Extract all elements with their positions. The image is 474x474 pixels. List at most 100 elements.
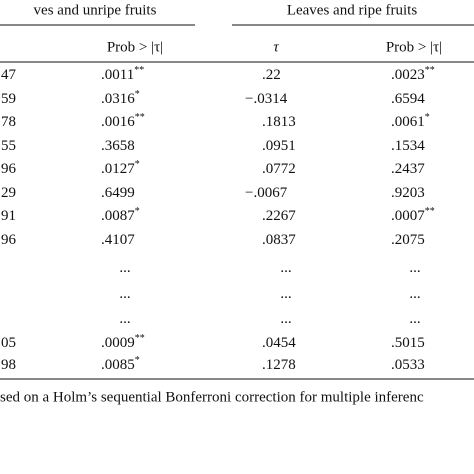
cell: .0011** xyxy=(101,65,144,83)
cell-value: 59 xyxy=(1,91,16,107)
column-header: Prob > |τ| xyxy=(386,39,442,55)
cell-value: .0316 xyxy=(101,91,135,107)
cell: .0009** xyxy=(101,333,145,351)
cell: .0837 xyxy=(262,232,296,248)
cell-value: .9203 xyxy=(391,185,425,201)
cell: −.0067 xyxy=(245,185,288,201)
footnote: sed on a Holm’s sequential Bonferroni co… xyxy=(0,389,424,405)
cell: .0023** xyxy=(391,65,435,83)
cell-value: .2075 xyxy=(391,232,425,248)
cell: 98 xyxy=(1,357,16,373)
cell-value: 47 xyxy=(1,67,17,83)
cell-value: .3658 xyxy=(101,138,135,154)
cell: .0454 xyxy=(262,335,296,351)
cell: .1534 xyxy=(391,138,425,154)
cell-value: .22 xyxy=(262,67,281,83)
cell-significance: * xyxy=(135,206,140,217)
cell: .2437 xyxy=(391,161,425,177)
cell: .0085* xyxy=(101,355,140,373)
cell: .0127* xyxy=(101,159,140,177)
cell-value: .0011 xyxy=(101,67,134,83)
cell: ... xyxy=(409,286,420,302)
cell-value: ... xyxy=(119,260,130,276)
cell-value: .0772 xyxy=(262,161,296,177)
cell: 78 xyxy=(1,114,16,130)
cell: 29 xyxy=(1,185,16,201)
cell: .0951 xyxy=(262,138,296,154)
cell: .0772 xyxy=(262,161,296,177)
cell: .6594 xyxy=(391,91,425,107)
cell-value: .5015 xyxy=(391,335,425,351)
cell-value: .6594 xyxy=(391,91,425,107)
cell: .5015 xyxy=(391,335,425,351)
cell-value: .0837 xyxy=(262,232,296,248)
cell-value: ... xyxy=(409,311,420,327)
cell: −.0314 xyxy=(245,91,288,107)
cell: .2075 xyxy=(391,232,425,248)
cell-value: 55 xyxy=(1,138,16,154)
cell-value: .1534 xyxy=(391,138,425,154)
cell-value: .1813 xyxy=(262,114,296,130)
cell-value: .0061 xyxy=(391,114,425,130)
group-header: Leaves and ripe fruits xyxy=(287,2,418,18)
cell-value: ... xyxy=(280,260,291,276)
cell-value: ... xyxy=(409,260,420,276)
cell: ... xyxy=(409,311,420,327)
cell: 91 xyxy=(1,208,16,224)
cell-value: .0127 xyxy=(101,161,135,177)
cell: 96 xyxy=(1,161,17,177)
cell: 55 xyxy=(1,138,16,154)
cell-value: 98 xyxy=(1,357,16,373)
cell: ... xyxy=(409,260,420,276)
cell-significance: ** xyxy=(425,206,435,217)
cell: .4107 xyxy=(101,232,135,248)
cell: 59 xyxy=(1,91,16,107)
cell: ... xyxy=(280,286,291,302)
column-header: Prob > |τ| xyxy=(107,39,163,55)
cell: .0087* xyxy=(101,206,140,224)
cell-value: .2267 xyxy=(262,208,296,224)
group-header: ves and unripe fruits xyxy=(34,2,157,18)
cell: .0061* xyxy=(391,112,430,130)
cell-value: ... xyxy=(119,311,130,327)
cell-significance: ** xyxy=(135,112,145,123)
cell: .3658 xyxy=(101,138,135,154)
cell: .22 xyxy=(262,67,281,83)
cell: .0007** xyxy=(391,206,435,224)
cell: .1813 xyxy=(262,114,296,130)
column-header: τ xyxy=(273,39,279,55)
cell: 05 xyxy=(1,335,16,351)
cell: .0533 xyxy=(391,357,425,373)
cell-value: .1278 xyxy=(262,357,296,373)
cell: .6499 xyxy=(101,185,135,201)
cell: ... xyxy=(119,286,130,302)
cell-value: ... xyxy=(409,286,420,302)
cell: .0316* xyxy=(101,89,140,107)
cell: .1278 xyxy=(262,357,296,373)
cell: .9203 xyxy=(391,185,425,201)
cell-value: .0951 xyxy=(262,138,296,154)
cell-value: 05 xyxy=(1,335,16,351)
cell-value: .0009 xyxy=(101,335,135,351)
cell-value: .0533 xyxy=(391,357,425,373)
cell-value: .4107 xyxy=(101,232,135,248)
cell: 96 xyxy=(1,232,17,248)
cell-significance: ** xyxy=(134,65,144,76)
cell-value: 91 xyxy=(1,208,16,224)
cell-value: 96 xyxy=(1,161,17,177)
cell-value: 78 xyxy=(1,114,16,130)
cell-value: ... xyxy=(280,286,291,302)
cell-value: .0087 xyxy=(101,208,135,224)
cell-significance: ** xyxy=(425,65,435,76)
cell-value: .0454 xyxy=(262,335,296,351)
cell-value: .0023 xyxy=(391,67,425,83)
cell-significance: * xyxy=(425,112,430,123)
cell-significance: * xyxy=(135,89,140,100)
cell-value: 96 xyxy=(1,232,17,248)
cell-value: .6499 xyxy=(101,185,135,201)
cell-value: −.0314 xyxy=(245,91,288,107)
cell: 47 xyxy=(1,67,17,83)
cell: ... xyxy=(119,311,130,327)
cell: ... xyxy=(280,260,291,276)
